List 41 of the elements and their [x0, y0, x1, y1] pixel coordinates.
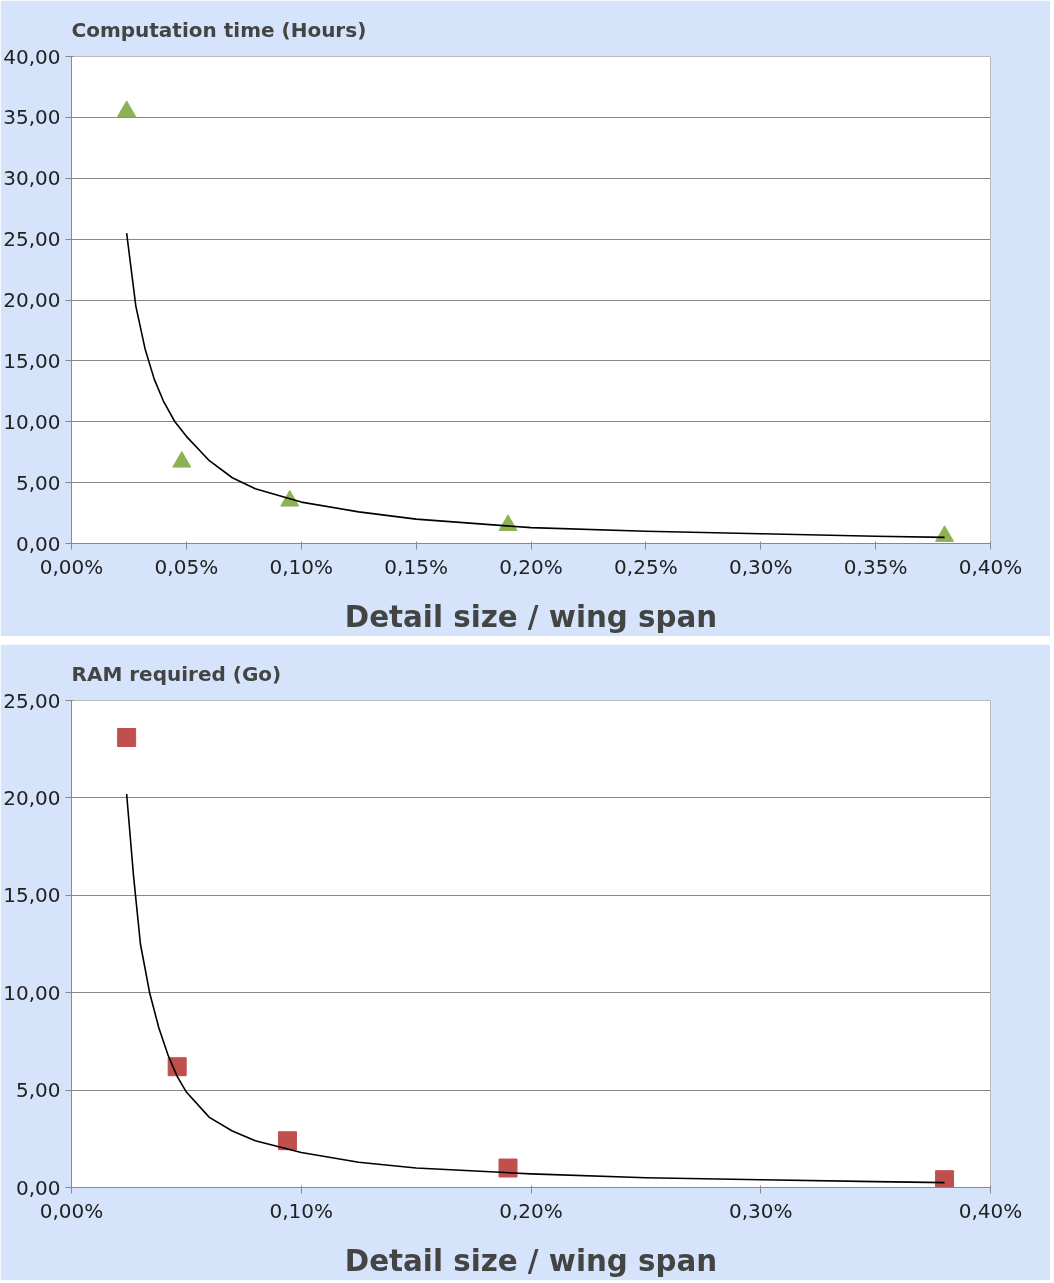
y-tick-label: 5,00	[15, 1078, 61, 1103]
point	[935, 1170, 955, 1188]
y-tick-label: 15,00	[3, 883, 61, 908]
x-tick-label: 0,40%	[958, 554, 1023, 579]
x-tick-label: 0,05%	[154, 554, 219, 579]
point	[498, 1158, 518, 1178]
x-tick-label: 0,15%	[384, 554, 448, 579]
chart-title: RAM required (Go)	[71, 661, 282, 686]
point	[167, 1057, 187, 1077]
y-tick-label: 5,00	[15, 470, 61, 495]
y-tick-label: 30,00	[3, 166, 61, 191]
point	[277, 1131, 297, 1151]
y-tick-label: 35,00	[3, 105, 61, 130]
chart-title: Computation time (Hours)	[71, 17, 367, 42]
x-tick-label: 0,30%	[728, 554, 793, 579]
x-tick-label: 0,00%	[39, 1198, 104, 1223]
point	[935, 525, 955, 542]
x-tick-label: 0,30%	[728, 1198, 793, 1223]
x-tick-label: 0,35%	[843, 554, 908, 579]
x-tick-label: 0,40%	[958, 1198, 1023, 1223]
x-tick-label: 0,10%	[269, 554, 334, 579]
x-tick-label: 0,25%	[614, 554, 678, 579]
point	[117, 728, 137, 748]
y-tick-label: 0,00	[15, 531, 61, 556]
x-tick-label: 0,20%	[499, 1198, 563, 1223]
y-tick-label: 15,00	[3, 348, 61, 373]
y-tick-label: 10,00	[3, 409, 61, 434]
y-tick-label: 20,00	[3, 785, 61, 810]
point	[117, 100, 137, 117]
x-tick-label: 0,20%	[499, 554, 563, 579]
x-axis-title: Detail size / wing span	[344, 599, 718, 634]
x-axis-title: Detail size / wing span	[344, 1243, 718, 1278]
y-tick-label: 25,00	[3, 688, 61, 713]
point	[172, 451, 192, 468]
y-tick-label: 40,00	[3, 44, 61, 69]
y-tick-label: 0,00	[15, 1175, 61, 1200]
y-tick-label: 20,00	[3, 288, 61, 312]
x-tick-label: 0,10%	[269, 1198, 334, 1223]
y-tick-label: 10,00	[3, 980, 61, 1005]
x-tick-label: 0,00%	[39, 554, 104, 579]
y-tick-label: 25,00	[3, 227, 61, 252]
